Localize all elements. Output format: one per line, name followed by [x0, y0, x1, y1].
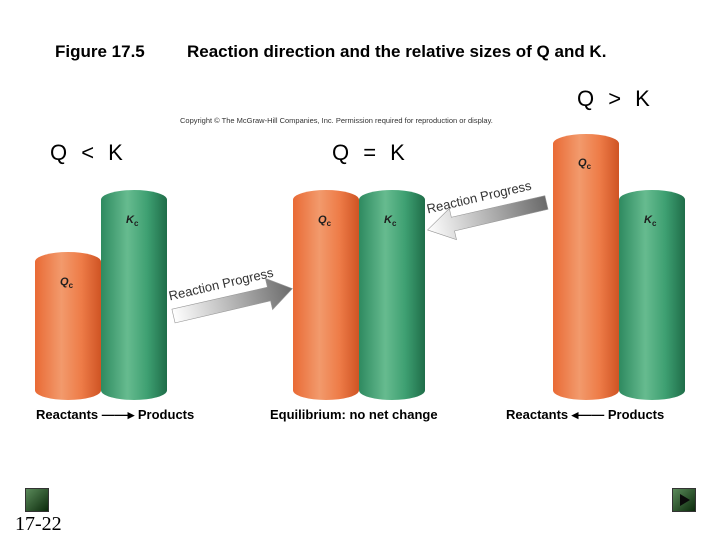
kc-label: Kc — [384, 214, 397, 229]
kc-label: Kc — [644, 214, 657, 229]
baseline-forward: Reactants ——▸ Products — [36, 407, 195, 422]
qc-label: Qc — [60, 276, 74, 291]
next-slide-icon[interactable] — [672, 488, 696, 512]
slide-number: 17-22 — [15, 513, 62, 535]
copyright-notice: Copyright © The McGraw-Hill Companies, I… — [180, 116, 493, 125]
prev-slide-icon[interactable] — [25, 488, 49, 512]
reverse-progress-arrow: Reaction Progress — [425, 178, 549, 241]
kc-cylinder — [619, 190, 685, 400]
qc-label: Qc — [578, 157, 592, 172]
case-label-q-equal-k: Q = K — [332, 140, 409, 165]
qc-label: Qc — [318, 214, 332, 229]
qc-cylinder — [35, 252, 101, 400]
kc-cylinder — [359, 190, 425, 400]
qc-cylinder — [293, 190, 359, 400]
case-label-q-less-k: Q < K — [50, 140, 127, 165]
kc-label: Kc — [126, 214, 139, 229]
figure-title: Reaction direction and the relative size… — [187, 42, 607, 61]
kc-cylinder — [101, 190, 167, 400]
baseline-equilibrium: Equilibrium: no net change — [270, 407, 438, 422]
forward-progress-arrow: Reaction Progress — [167, 265, 293, 324]
qc-cylinder — [553, 134, 619, 400]
baseline-reverse: Reactants ◂—— Products — [506, 407, 665, 422]
figure-label: Figure 17.5 — [55, 42, 145, 61]
case-label-q-greater-k: Q > K — [577, 86, 654, 111]
